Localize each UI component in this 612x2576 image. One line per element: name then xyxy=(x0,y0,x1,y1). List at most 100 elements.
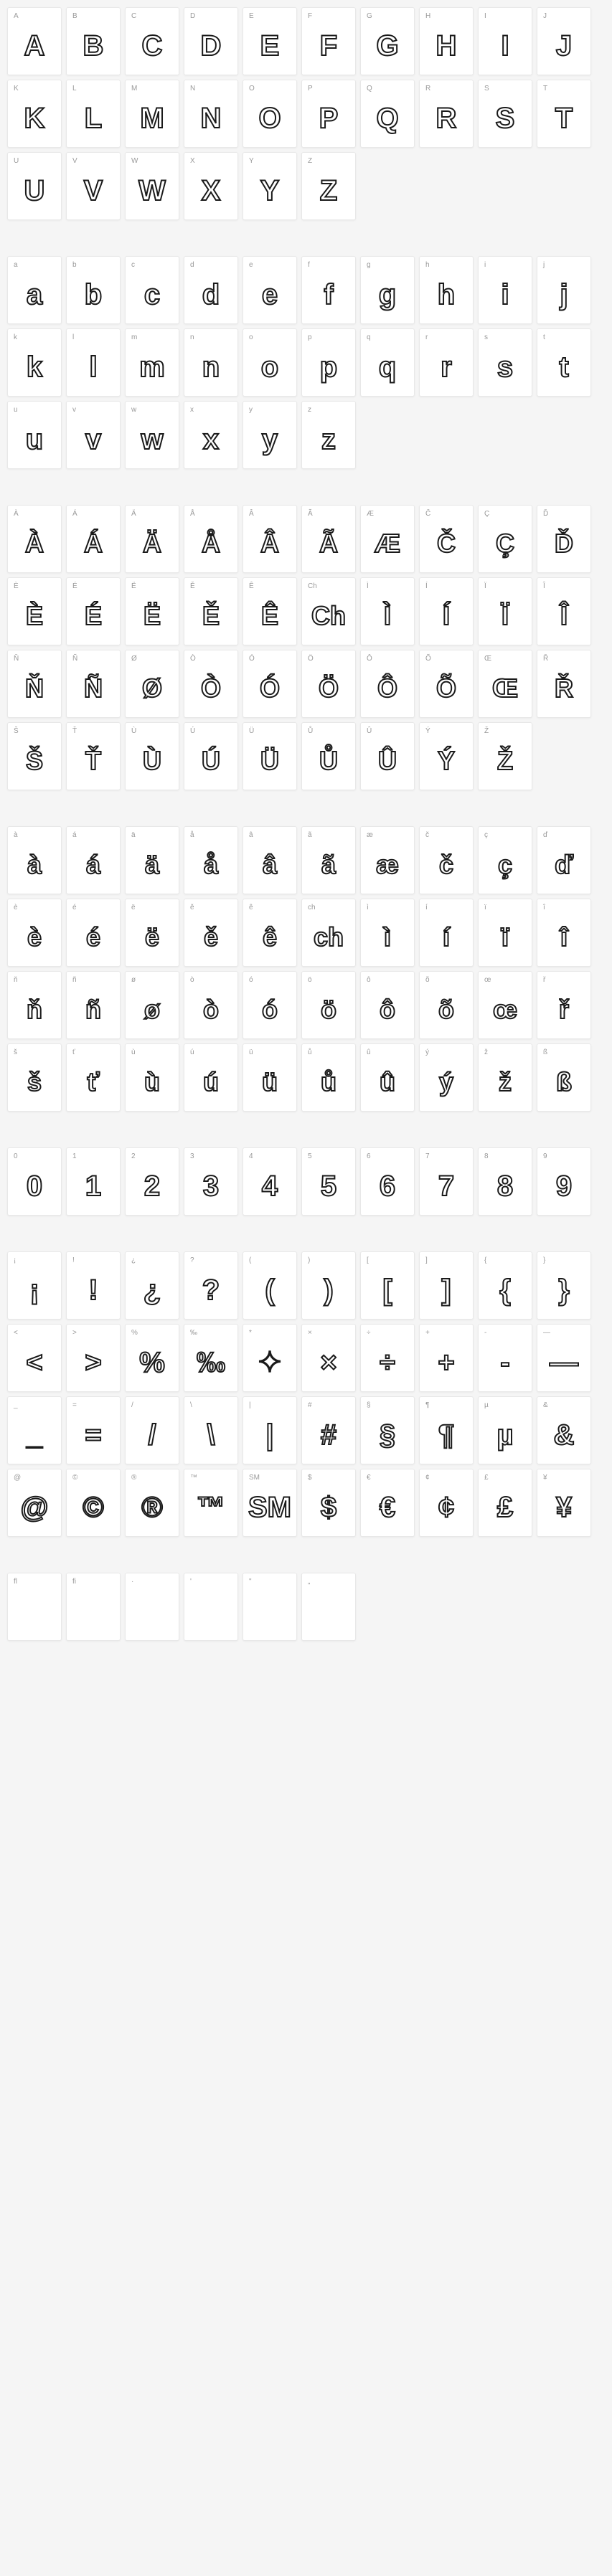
glyph-cell[interactable]: ÎÎ xyxy=(537,577,591,645)
glyph-cell[interactable]: ďď xyxy=(537,826,591,894)
glyph-cell[interactable]: LL xyxy=(66,80,121,148)
glyph-cell[interactable]: vv xyxy=(66,401,121,469)
glyph-cell[interactable]: ČČ xyxy=(419,505,474,573)
glyph-cell[interactable]: ÆÆ xyxy=(360,505,415,573)
glyph-cell[interactable]: NN xyxy=(184,80,238,148)
glyph-cell[interactable]: óó xyxy=(243,971,297,1039)
glyph-cell[interactable]: ÝÝ xyxy=(419,722,474,790)
glyph-cell[interactable]: OO xyxy=(243,80,297,148)
glyph-cell[interactable]: žž xyxy=(478,1043,532,1112)
glyph-cell[interactable]: čč xyxy=(419,826,474,894)
glyph-cell[interactable]: ¿¿ xyxy=(125,1251,179,1320)
glyph-cell[interactable]: xx xyxy=(184,401,238,469)
glyph-cell[interactable]: PP xyxy=(301,80,356,148)
glyph-cell[interactable]: úú xyxy=(184,1043,238,1112)
glyph-cell[interactable]: · xyxy=(125,1573,179,1641)
glyph-cell[interactable]: !! xyxy=(66,1251,121,1320)
glyph-cell[interactable]: WW xyxy=(125,152,179,220)
glyph-cell[interactable]: GG xyxy=(360,7,415,75)
glyph-cell[interactable]: íí xyxy=(419,899,474,967)
glyph-cell[interactable]: {{ xyxy=(478,1251,532,1320)
glyph-cell[interactable]: 77 xyxy=(419,1147,474,1216)
glyph-cell[interactable]: ii xyxy=(478,256,532,324)
glyph-cell[interactable]: ìì xyxy=(360,899,415,967)
glyph-cell[interactable]: ťť xyxy=(66,1043,121,1112)
glyph-cell[interactable]: )) xyxy=(301,1251,356,1320)
glyph-cell[interactable]: ůů xyxy=(301,1043,356,1112)
glyph-cell[interactable]: ÷÷ xyxy=(360,1324,415,1392)
glyph-cell[interactable]: SMSM xyxy=(243,1469,297,1537)
glyph-cell[interactable]: << xyxy=(7,1324,62,1392)
glyph-cell[interactable]: ëë xyxy=(125,899,179,967)
glyph-cell[interactable]: ™™ xyxy=(184,1469,238,1537)
glyph-cell[interactable]: ]] xyxy=(419,1251,474,1320)
glyph-cell[interactable]: êê xyxy=(243,899,297,967)
glyph-cell[interactable]: œœ xyxy=(478,971,532,1039)
glyph-cell[interactable]: XX xyxy=(184,152,238,220)
glyph-cell[interactable]: àà xyxy=(7,826,62,894)
glyph-cell[interactable]: dd xyxy=(184,256,238,324)
glyph-cell[interactable]: ¶¶ xyxy=(419,1396,474,1464)
glyph-cell[interactable]: BB xyxy=(66,7,121,75)
glyph-cell[interactable]: 33 xyxy=(184,1147,238,1216)
glyph-cell[interactable]: ÁÁ xyxy=(66,505,121,573)
glyph-cell[interactable]: ZZ xyxy=(301,152,356,220)
glyph-cell[interactable]: ŤŤ xyxy=(66,722,121,790)
glyph-cell[interactable]: ## xyxy=(301,1396,356,1464)
glyph-cell[interactable]: 00 xyxy=(7,1147,62,1216)
glyph-cell[interactable]: hh xyxy=(419,256,474,324)
glyph-cell[interactable]: rr xyxy=(419,328,474,397)
glyph-cell[interactable]: FF xyxy=(301,7,356,75)
glyph-cell[interactable]: mm xyxy=(125,328,179,397)
glyph-cell[interactable]: 44 xyxy=(243,1147,297,1216)
glyph-cell[interactable]: ùù xyxy=(125,1043,179,1112)
glyph-cell[interactable]: ×× xyxy=(301,1324,356,1392)
glyph-cell[interactable]: ŽŽ xyxy=(478,722,532,790)
glyph-cell[interactable]: ŮŮ xyxy=(301,722,356,790)
glyph-cell[interactable]: gg xyxy=(360,256,415,324)
glyph-cell[interactable]: üü xyxy=(243,1043,297,1112)
glyph-cell[interactable]: ÇÇ xyxy=(478,505,532,573)
glyph-cell[interactable]: [[ xyxy=(360,1251,415,1320)
glyph-cell[interactable]: \\ xyxy=(184,1396,238,1464)
glyph-cell[interactable]: ÙÙ xyxy=(125,722,179,790)
glyph-cell[interactable]: >> xyxy=(66,1324,121,1392)
glyph-cell[interactable]: ÃÃ xyxy=(301,505,356,573)
glyph-cell[interactable]: II xyxy=(478,7,532,75)
glyph-cell[interactable]: ňň xyxy=(7,971,62,1039)
glyph-cell[interactable]: YY xyxy=(243,152,297,220)
glyph-cell[interactable]: ŇŇ xyxy=(7,650,62,718)
glyph-cell[interactable]: µµ xyxy=(478,1396,532,1464)
glyph-cell[interactable]: ©© xyxy=(66,1469,121,1537)
glyph-cell[interactable]: ÅÅ xyxy=(184,505,238,573)
glyph-cell[interactable]: ££ xyxy=(478,1469,532,1537)
glyph-cell[interactable]: éé xyxy=(66,899,121,967)
glyph-cell[interactable]: ïï xyxy=(478,899,532,967)
glyph-cell[interactable]: §§ xyxy=(360,1396,415,1464)
glyph-cell[interactable]: ﬁ xyxy=(66,1573,121,1641)
glyph-cell[interactable]: ®® xyxy=(125,1469,179,1537)
glyph-cell[interactable]: ¥¥ xyxy=(537,1469,591,1537)
glyph-cell[interactable]: ËË xyxy=(125,577,179,645)
glyph-cell[interactable]: bb xyxy=(66,256,121,324)
glyph-cell[interactable]: ÊÊ xyxy=(243,577,297,645)
glyph-cell[interactable]: çç xyxy=(478,826,532,894)
glyph-cell[interactable]: ÂÂ xyxy=(243,505,297,573)
glyph-cell[interactable]: SS xyxy=(478,80,532,148)
glyph-cell[interactable]: JJ xyxy=(537,7,591,75)
glyph-cell[interactable]: èè xyxy=(7,899,62,967)
glyph-cell[interactable]: õõ xyxy=(419,971,474,1039)
glyph-cell[interactable]: ww xyxy=(125,401,179,469)
glyph-cell[interactable]: HH xyxy=(419,7,474,75)
glyph-cell[interactable]: ýý xyxy=(419,1043,474,1112)
glyph-cell[interactable]: ää xyxy=(125,826,179,894)
glyph-cell[interactable]: oo xyxy=(243,328,297,397)
glyph-cell[interactable]: nn xyxy=(184,328,238,397)
glyph-cell[interactable]: ChCh xyxy=(301,577,356,645)
glyph-cell[interactable]: 11 xyxy=(66,1147,121,1216)
glyph-cell[interactable]: řř xyxy=(537,971,591,1039)
glyph-cell[interactable]: øø xyxy=(125,971,179,1039)
glyph-cell[interactable]: 66 xyxy=(360,1147,415,1216)
glyph-cell[interactable]: aa xyxy=(7,256,62,324)
glyph-cell[interactable]: ++ xyxy=(419,1324,474,1392)
